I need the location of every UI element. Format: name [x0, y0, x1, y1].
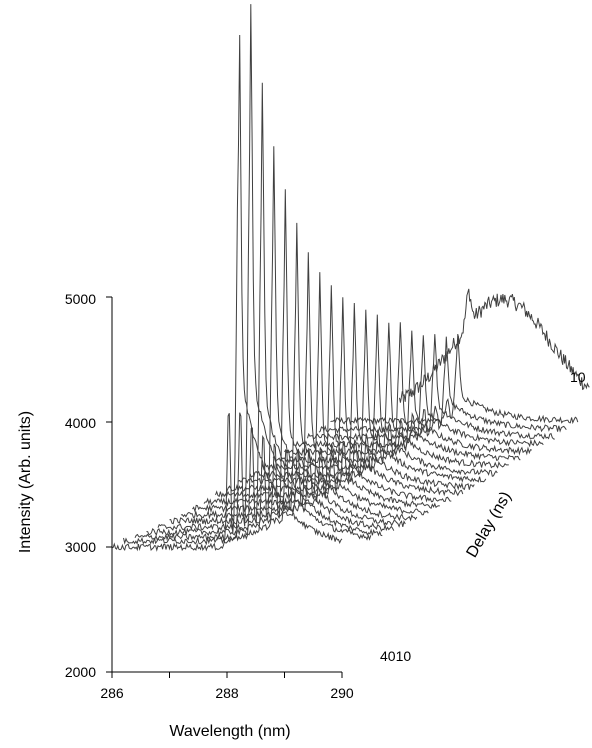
y-tick-label: 3000 — [65, 539, 96, 555]
spectrum-trace — [318, 336, 567, 435]
spectrum-trace — [238, 309, 487, 486]
spectrum-trace — [284, 330, 532, 457]
x-tick-label: 290 — [330, 685, 354, 701]
delay-label-first: 10 — [570, 369, 586, 385]
spectrum-trace — [180, 252, 429, 520]
spectrum-trace — [134, 82, 383, 542]
x-tick-label: 286 — [100, 685, 124, 701]
spectrum-trace — [261, 322, 509, 472]
spectrum-trace — [111, 34, 343, 552]
spectrum-trace — [215, 297, 464, 500]
spectrum-trace — [226, 302, 475, 493]
y-tick-label: 4000 — [65, 415, 96, 431]
x-tick-label: 288 — [215, 685, 239, 701]
spectrum-trace — [399, 288, 590, 403]
x-ticks — [111, 672, 343, 678]
y-tick-label: 5000 — [65, 291, 96, 307]
y-ticks — [106, 296, 112, 673]
spectrum-trace — [330, 333, 579, 426]
axes — [106, 296, 343, 678]
spectrum-trace — [123, 4, 372, 546]
spectrum-trace — [249, 314, 498, 480]
spectrum-trace — [169, 222, 418, 526]
y-axis-title: Intensity (Arb. units) — [17, 411, 34, 553]
spectrum-trace — [146, 146, 395, 537]
spectrum-trace — [272, 322, 521, 465]
delay-axis-title: Delay (ns) — [464, 489, 515, 561]
spectra-traces — [111, 4, 590, 552]
delay-label-last: 4010 — [380, 648, 411, 664]
spectrum-trace — [295, 335, 544, 450]
y-tick-label: 2000 — [65, 664, 96, 680]
x-axis-title: Wavelength (nm) — [169, 723, 290, 740]
